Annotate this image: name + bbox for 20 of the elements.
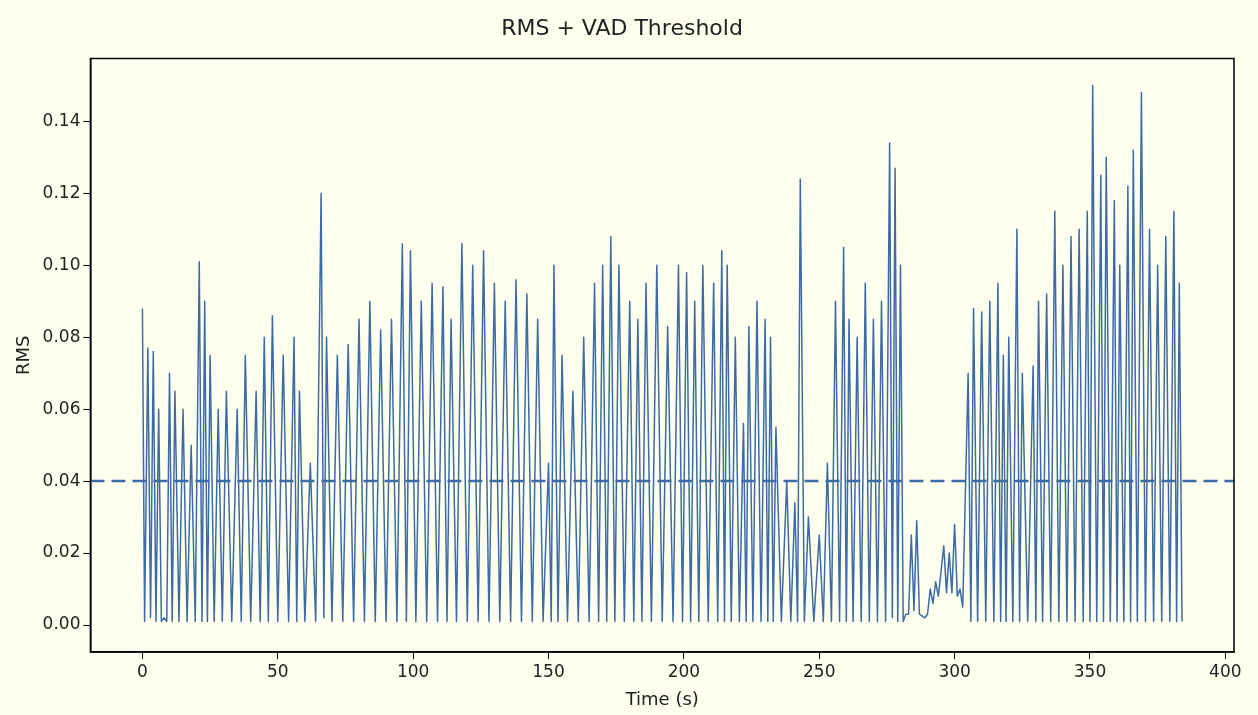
- y-tick-label: 0.08: [42, 325, 81, 346]
- y-tick-label: 0.06: [42, 397, 81, 418]
- x-tick-label: 0: [137, 660, 148, 681]
- x-axis-title: Time (s): [624, 687, 699, 709]
- y-tick-label: 0.04: [42, 469, 81, 490]
- y-axis-title: RMS: [12, 335, 34, 375]
- x-tick-label: 100: [396, 660, 430, 681]
- x-tick-label: 50: [266, 660, 289, 681]
- y-tick-label: 0.14: [42, 109, 81, 130]
- x-tick-label: 200: [667, 660, 701, 681]
- x-tick-label: 150: [532, 660, 565, 681]
- x-tick-label: 300: [938, 660, 971, 681]
- y-tick-label: 0.12: [42, 181, 81, 202]
- chart-title: RMS + VAD Threshold: [501, 14, 743, 40]
- y-tick-label: 0.02: [42, 541, 81, 562]
- y-tick-label: 0.10: [42, 253, 81, 274]
- x-tick-label: 400: [1209, 660, 1242, 681]
- y-tick-label: 0.00: [42, 613, 81, 634]
- x-tick-label: 350: [1073, 660, 1107, 681]
- x-tick-label: 250: [803, 660, 836, 681]
